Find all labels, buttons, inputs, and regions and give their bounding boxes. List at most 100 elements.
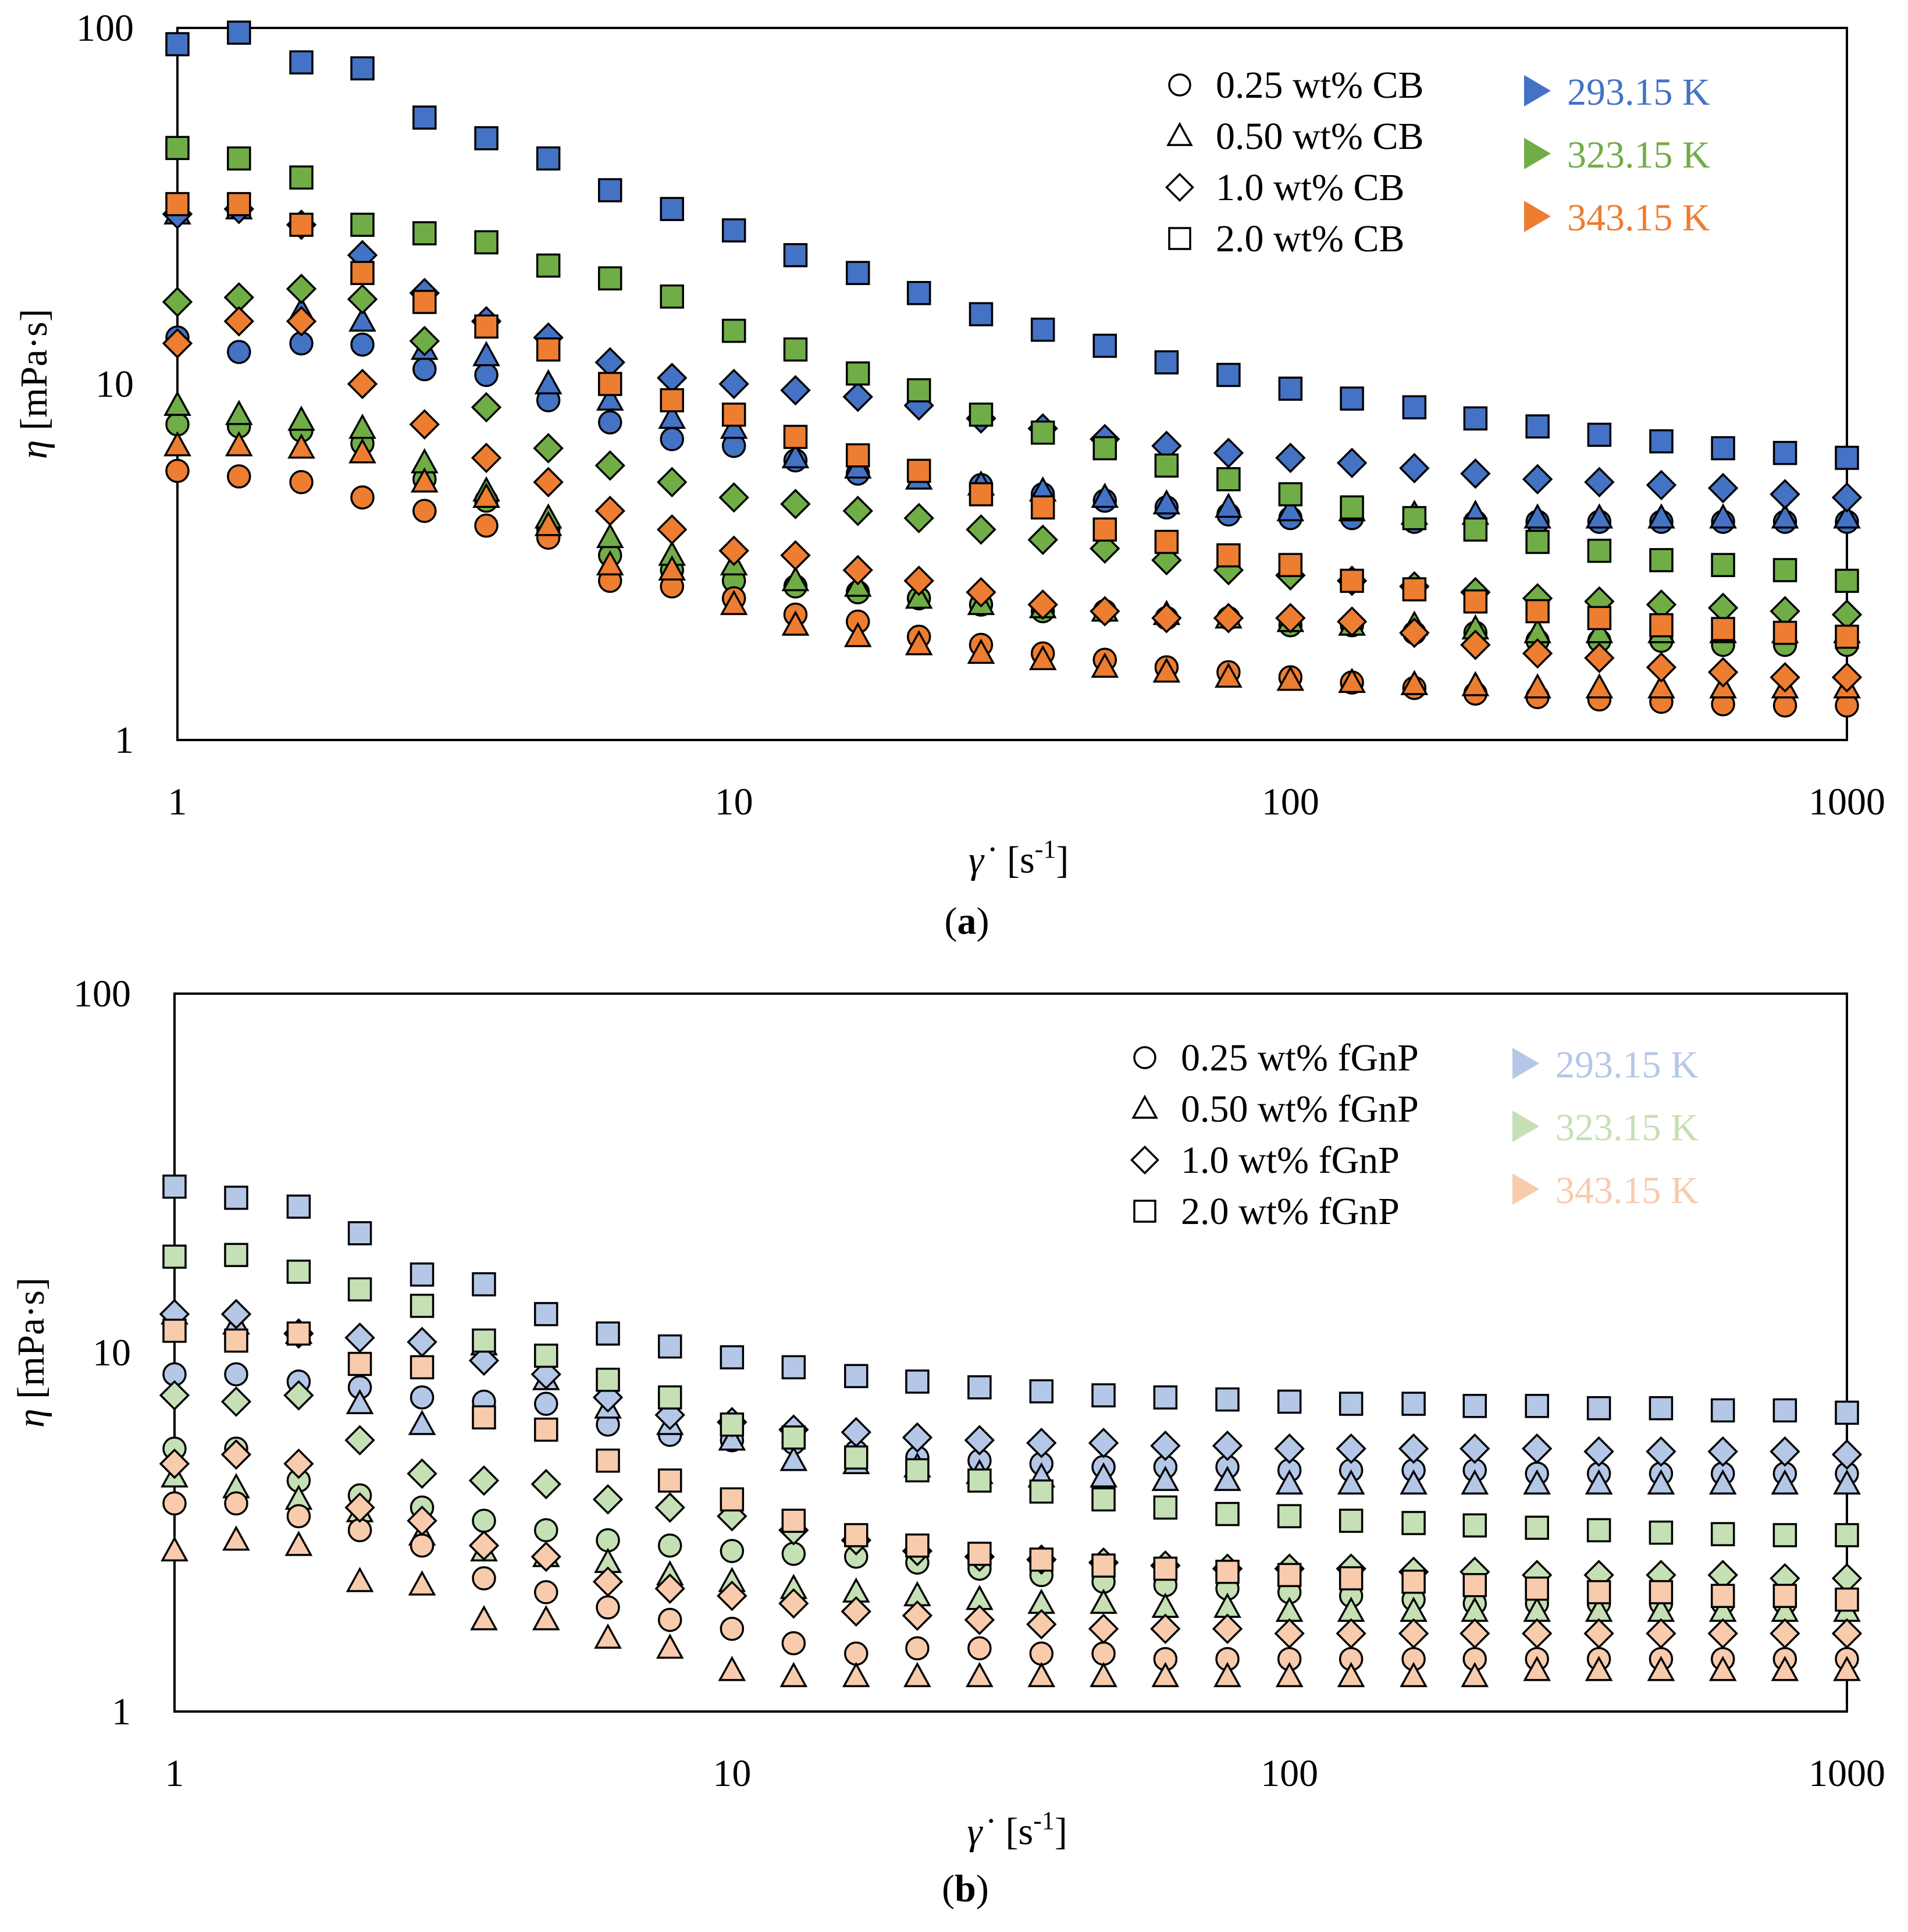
data-point <box>1090 596 1120 627</box>
data-point <box>1030 495 1055 520</box>
data-point <box>289 212 314 237</box>
data-point <box>1462 1572 1487 1597</box>
data-point <box>902 1422 933 1453</box>
data-point <box>843 622 872 647</box>
shear-rate-symbol: γ̇ <box>969 839 995 881</box>
data-point <box>1340 495 1364 520</box>
data-point <box>1525 414 1550 439</box>
data-point <box>1649 429 1674 454</box>
data-point <box>1523 673 1551 699</box>
series-10 <box>162 306 1863 693</box>
legend-diamond-icon <box>1130 1145 1159 1175</box>
data-point <box>657 467 688 497</box>
data-point <box>1337 1469 1365 1495</box>
data-point <box>780 540 811 571</box>
data-point <box>1213 603 1244 634</box>
data-point <box>1029 1479 1054 1504</box>
data-point <box>1831 599 1863 630</box>
data-point <box>1091 1641 1116 1666</box>
data-point <box>1649 1520 1674 1545</box>
y-axis-label: η [mPa·s] <box>13 309 55 459</box>
data-point <box>1029 1547 1054 1572</box>
data-point <box>1274 1433 1305 1464</box>
data-point <box>1646 1436 1676 1467</box>
data-point <box>350 332 375 357</box>
data-series-group <box>162 20 1863 718</box>
data-point <box>348 413 376 439</box>
series-2 <box>159 1298 1863 1470</box>
legend-triangle-icon <box>1131 1094 1158 1119</box>
data-point <box>783 243 808 268</box>
data-point <box>533 1580 558 1604</box>
data-point <box>1026 1428 1057 1458</box>
data-point <box>1463 406 1488 431</box>
data-point <box>289 50 314 75</box>
data-point <box>844 1523 868 1547</box>
data-point <box>597 372 622 396</box>
data-point <box>1277 1504 1302 1529</box>
data-point <box>1339 1566 1364 1591</box>
data-point <box>1091 1553 1116 1578</box>
data-point <box>1091 652 1119 678</box>
data-point <box>1401 1511 1426 1535</box>
data-point <box>1584 467 1615 497</box>
data-point <box>1646 652 1677 683</box>
data-point <box>1276 496 1305 522</box>
data-point <box>286 1259 311 1284</box>
data-point <box>410 1385 435 1410</box>
data-point <box>533 433 564 464</box>
data-point <box>1027 1661 1056 1688</box>
data-point <box>1583 1436 1614 1467</box>
legend-marker-label: 2.0 wt% fGnP <box>1181 1190 1400 1233</box>
data-point <box>594 1623 622 1649</box>
panel-caption: (b) <box>942 1867 989 1910</box>
data-point <box>1275 603 1306 634</box>
data-point <box>969 402 994 427</box>
x-tick-label: 1000 <box>1809 781 1885 823</box>
data-point <box>1215 1502 1240 1527</box>
data-point <box>1461 671 1490 696</box>
data-point <box>845 361 870 386</box>
data-point <box>1215 492 1243 518</box>
data-point <box>289 469 314 494</box>
data-point <box>1215 662 1243 688</box>
data-point <box>472 1566 496 1591</box>
data-point <box>596 1595 620 1620</box>
data-point <box>654 1492 685 1523</box>
data-point <box>1770 1618 1800 1649</box>
data-point <box>1770 479 1800 510</box>
data-point <box>536 253 561 278</box>
data-point <box>1770 662 1800 693</box>
data-point <box>1402 577 1427 602</box>
data-point <box>1213 437 1244 468</box>
data-point <box>905 583 933 609</box>
plot-area-frame <box>173 992 1848 1713</box>
data-point <box>779 1446 808 1471</box>
data-point <box>220 1386 252 1417</box>
data-point <box>1152 489 1181 515</box>
data-point <box>162 1244 187 1269</box>
data-point <box>474 362 499 387</box>
data-point <box>1030 420 1055 445</box>
data-point <box>533 1417 558 1442</box>
data-point <box>592 1566 624 1597</box>
data-point <box>472 482 500 508</box>
data-point <box>1586 1396 1611 1421</box>
data-point <box>344 1492 375 1523</box>
data-point <box>1772 558 1797 582</box>
data-point <box>410 467 439 493</box>
y-tick-label: 1 <box>112 1691 131 1733</box>
data-point <box>1523 1469 1551 1495</box>
data-point <box>161 1536 188 1561</box>
data-point <box>1336 606 1368 637</box>
data-point <box>162 286 193 318</box>
data-point <box>472 1328 496 1353</box>
data-point <box>1835 1587 1859 1612</box>
data-point <box>1213 1465 1241 1491</box>
y-tick-label: 10 <box>95 363 134 405</box>
legend-marker-label: 0.25 wt% CB <box>1216 64 1424 106</box>
data-point <box>1212 1430 1243 1461</box>
data-point <box>1833 1469 1861 1495</box>
data-point <box>1772 621 1797 645</box>
data-point <box>407 1326 437 1358</box>
